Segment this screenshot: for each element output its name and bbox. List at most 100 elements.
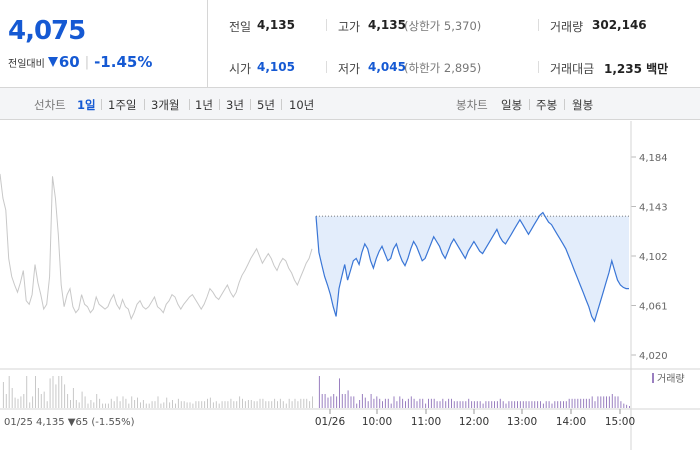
- volume-bar: [361, 394, 363, 408]
- period-5y-button[interactable]: 5년: [257, 98, 275, 112]
- volume-bar: [600, 396, 602, 408]
- volume-bar: [614, 396, 616, 408]
- volume-bar: [224, 401, 226, 408]
- volume-legend-label: 거래량: [657, 373, 685, 385]
- volume-bar: [122, 396, 124, 408]
- volume-bar: [67, 394, 69, 408]
- volume-bar: [145, 403, 147, 408]
- y-tick-label: 4,143: [639, 203, 668, 214]
- period-10y-button[interactable]: 10년: [289, 98, 315, 112]
- volume-bar: [519, 401, 521, 408]
- volume-bar: [84, 396, 86, 408]
- volume-bar: [359, 400, 361, 408]
- volume-bar: [560, 401, 562, 408]
- volume-bar: [439, 401, 441, 408]
- chart-toolbar: 선차트 1일 1주일 3개월 1년 3년 5년 10년 봉차트 일봉 주봉 월봉: [0, 88, 700, 120]
- volume-bar: [78, 402, 80, 408]
- volume-bar: [300, 398, 302, 408]
- volume-bar: [482, 403, 484, 408]
- volume-bar: [64, 384, 66, 408]
- volume-bar: [422, 398, 424, 408]
- volume-bar: [23, 394, 25, 408]
- volume-bar: [318, 376, 320, 408]
- volume-legend-swatch: [652, 373, 654, 383]
- volume-bar: [239, 396, 241, 408]
- volume-bar: [312, 396, 313, 408]
- volume-bar: [163, 402, 165, 408]
- volume-bar: [505, 403, 507, 408]
- volume-bar: [37, 388, 39, 408]
- volume-bar: [393, 396, 395, 408]
- divider: [250, 99, 251, 110]
- volume-label: 거래량: [550, 20, 584, 34]
- volume-bar: [494, 401, 495, 408]
- volume-bar: [306, 398, 308, 408]
- open-label: 시가: [229, 62, 252, 76]
- volume-bar: [177, 398, 179, 408]
- volume-bar: [479, 401, 481, 408]
- volume-bar: [46, 401, 48, 408]
- volume-bar: [471, 401, 473, 408]
- volume-bar: [8, 376, 10, 408]
- volume-bar: [405, 401, 406, 408]
- volume-bar: [583, 398, 585, 408]
- volume-bar: [531, 401, 533, 408]
- y-tick-label: 4,020: [639, 351, 668, 362]
- volume-bar: [40, 394, 42, 408]
- volume-bar: [140, 402, 141, 408]
- volume-bar: [134, 400, 136, 408]
- volume-bar: [456, 401, 458, 408]
- low-label: 저가: [338, 62, 361, 76]
- weekly-candle-button[interactable]: 주봉: [536, 98, 558, 112]
- volume-bar: [367, 401, 369, 408]
- volume-bar: [370, 394, 372, 408]
- period-3m-button[interactable]: 3개월: [151, 98, 180, 112]
- volume-bar: [58, 376, 60, 408]
- x-tick-label: 14:00: [556, 416, 586, 428]
- change-label: 전일대비: [8, 58, 45, 70]
- volume-bar: [451, 398, 452, 408]
- price-chart[interactable]: 4,184 4,143 4,102 4,061 4,020 거래량 01/26 10:00…: [0, 121, 700, 450]
- volume-bar: [151, 401, 153, 408]
- volume-bar: [90, 400, 92, 408]
- volume-bar: [376, 396, 378, 408]
- volume-bar: [297, 401, 299, 408]
- period-1w-button[interactable]: 1주일: [108, 98, 137, 112]
- volume-bar: [20, 396, 22, 408]
- volume-bar: [209, 397, 211, 408]
- volume-bar: [416, 401, 418, 408]
- daily-candle-button[interactable]: 일봉: [501, 98, 523, 112]
- period-1d-button[interactable]: 1일: [77, 98, 96, 112]
- volume-bar: [244, 401, 246, 408]
- volume-bar: [215, 401, 217, 408]
- volume-bar: [571, 398, 573, 408]
- volume-bar: [563, 401, 564, 408]
- period-3y-button[interactable]: 3년: [226, 98, 244, 112]
- volume-bar: [384, 398, 386, 408]
- volume-bar: [620, 401, 622, 408]
- volume-bar: [517, 401, 518, 408]
- monthly-candle-button[interactable]: 월봉: [572, 98, 594, 112]
- volume-bar: [256, 401, 258, 408]
- volume-bar: [72, 388, 74, 408]
- x-tick-label: 13:00: [507, 416, 537, 428]
- volume-bar: [175, 403, 176, 408]
- low-value: 4,045: [368, 60, 406, 74]
- volume-bar: [212, 402, 214, 408]
- volume-bar: [453, 401, 455, 408]
- volume-bar: [87, 403, 89, 408]
- volume-bar: [436, 401, 438, 408]
- volume-bar: [542, 403, 544, 408]
- period-1y-button[interactable]: 1년: [195, 98, 213, 112]
- volume-bar: [75, 400, 77, 408]
- volume-bar: [259, 398, 261, 408]
- prev-close-value: 4,135: [257, 18, 295, 32]
- volume-bar: [341, 394, 343, 408]
- divider: [529, 99, 530, 110]
- volume-bar: [626, 404, 628, 408]
- divider: [189, 99, 190, 110]
- volume-bar: [387, 398, 389, 408]
- volume-bar: [402, 398, 404, 408]
- volume-bar: [413, 398, 415, 408]
- divider: [144, 99, 145, 110]
